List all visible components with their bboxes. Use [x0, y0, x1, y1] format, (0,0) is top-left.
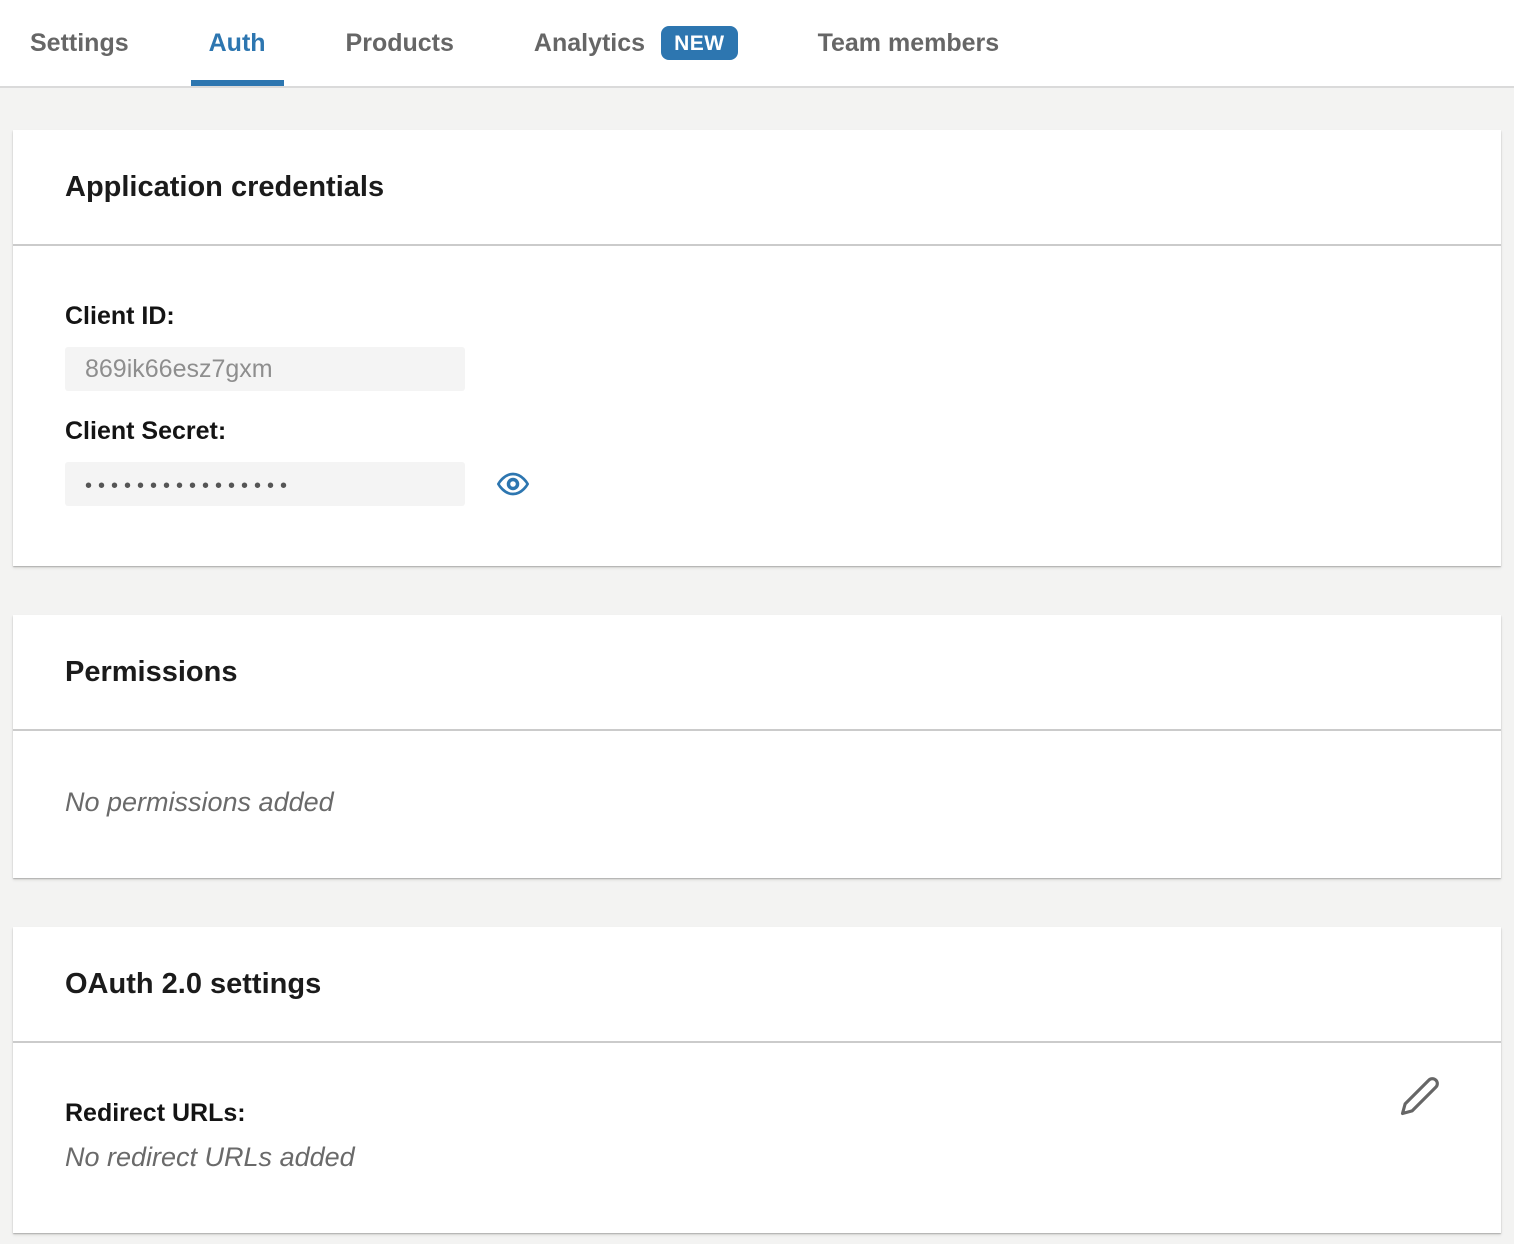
redirect-urls-label: Redirect URLs:: [65, 1099, 246, 1127]
oauth-settings-title: OAuth 2.0 settings: [13, 927, 1501, 1043]
oauth-settings-card: OAuth 2.0 settings Redirect URLs: No red…: [13, 927, 1501, 1233]
permissions-empty-text: No permissions added: [65, 787, 334, 817]
eye-icon: [493, 468, 533, 500]
tab-team-members[interactable]: Team members: [817, 28, 1000, 57]
client-id-field[interactable]: 869ik66esz7gxm: [65, 347, 465, 391]
client-id-value: 869ik66esz7gxm: [85, 354, 273, 383]
pencil-icon: [1399, 1075, 1441, 1117]
client-secret-row: ••••••••••••••••: [65, 462, 1449, 506]
page-content: Application credentials Client ID: 869ik…: [0, 88, 1514, 1233]
application-credentials-title: Application credentials: [13, 130, 1501, 246]
tab-settings[interactable]: Settings: [30, 28, 129, 57]
permissions-body: No permissions added: [13, 731, 1501, 878]
client-secret-label: Client Secret:: [65, 417, 227, 445]
client-secret-field[interactable]: ••••••••••••••••: [65, 462, 465, 506]
redirect-urls-empty-text: No redirect URLs added: [65, 1142, 355, 1172]
application-credentials-card: Application credentials Client ID: 869ik…: [13, 130, 1501, 566]
reveal-secret-button[interactable]: [493, 468, 533, 500]
client-id-label: Client ID:: [65, 302, 175, 330]
application-credentials-body: Client ID: 869ik66esz7gxm Client Secret:…: [13, 246, 1501, 566]
new-badge: NEW: [661, 26, 738, 60]
tab-auth[interactable]: Auth: [191, 0, 284, 86]
tab-bar: Settings Auth Products Analytics NEW Tea…: [0, 0, 1514, 88]
permissions-title: Permissions: [13, 615, 1501, 731]
permissions-card: Permissions No permissions added: [13, 615, 1501, 878]
edit-redirect-urls-button[interactable]: [1399, 1075, 1441, 1117]
oauth-settings-body: Redirect URLs: No redirect URLs added: [13, 1043, 1501, 1233]
tab-products[interactable]: Products: [345, 28, 454, 57]
client-secret-masked-value: ••••••••••••••••: [85, 475, 294, 497]
tab-analytics-label: Analytics: [533, 28, 646, 57]
tab-analytics[interactable]: Analytics NEW: [534, 0, 738, 86]
